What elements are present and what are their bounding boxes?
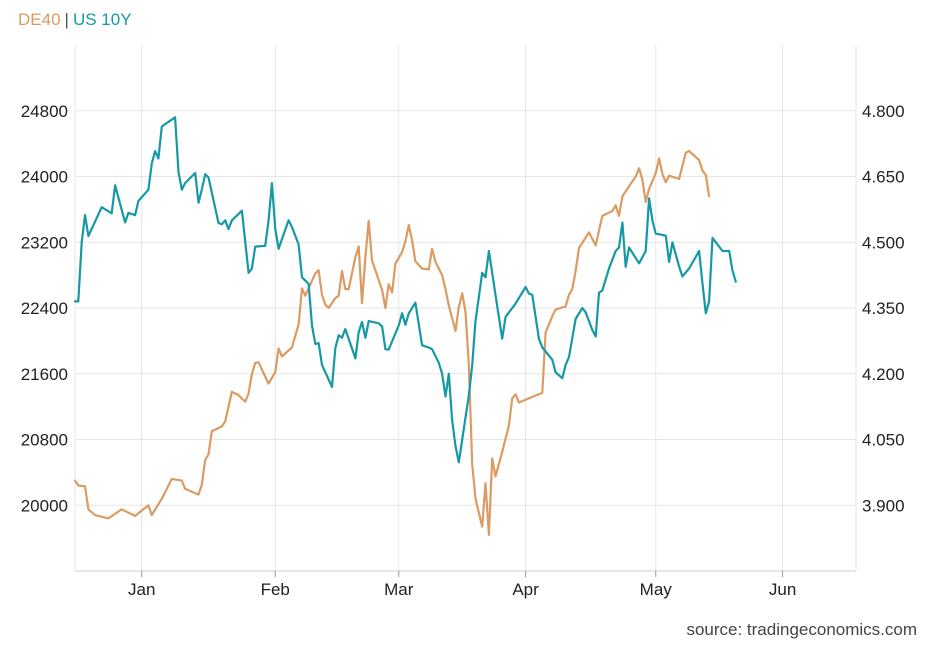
y-left-tick-label: 24800 (21, 102, 68, 121)
grid-lines (75, 45, 856, 571)
series-line-de40[interactable] (73, 149, 711, 536)
legend-us10y[interactable]: US 10Y (72, 10, 132, 29)
x-tick-label: May (640, 580, 673, 599)
chart-legend: DE40 | US 10Y (18, 10, 132, 30)
y-right-tick-label: 4.350 (862, 299, 905, 318)
y-right-tick-label: 4.050 (862, 431, 905, 450)
legend-separator: | (64, 10, 69, 29)
y-right-tick-label: 4.500 (862, 233, 905, 252)
x-axis-ticks: Jan Feb Mar Apr May Jun (128, 571, 796, 599)
y-left-tick-label: 24000 (21, 168, 68, 187)
series-line-us10y[interactable] (73, 116, 737, 464)
y-left-tick-label: 20000 (21, 496, 68, 515)
y-right-tick-label: 4.650 (862, 168, 905, 187)
source-credit: source: tradingeconomics.com (686, 620, 917, 639)
y-axis-left-ticks: 20000 20800 21600 22400 23200 24000 24800 (21, 102, 68, 516)
y-left-tick-label: 22400 (21, 299, 68, 318)
series-lines (73, 116, 737, 536)
x-tick-label: Jan (128, 580, 155, 599)
x-tick-label: Mar (384, 580, 414, 599)
y-left-tick-label: 21600 (21, 365, 68, 384)
y-left-tick-label: 23200 (21, 233, 68, 252)
y-right-tick-label: 3.900 (862, 496, 905, 515)
x-tick-label: Apr (512, 580, 539, 599)
y-right-tick-label: 4.200 (862, 365, 905, 384)
x-tick-label: Jun (769, 580, 796, 599)
y-right-tick-label: 4.800 (862, 102, 905, 121)
legend-de40[interactable]: DE40 (18, 10, 61, 29)
y-left-tick-label: 20800 (21, 431, 68, 450)
x-tick-label: Feb (261, 580, 290, 599)
y-axis-right-ticks: 3.900 4.050 4.200 4.350 4.500 4.650 4.800 (862, 102, 905, 516)
